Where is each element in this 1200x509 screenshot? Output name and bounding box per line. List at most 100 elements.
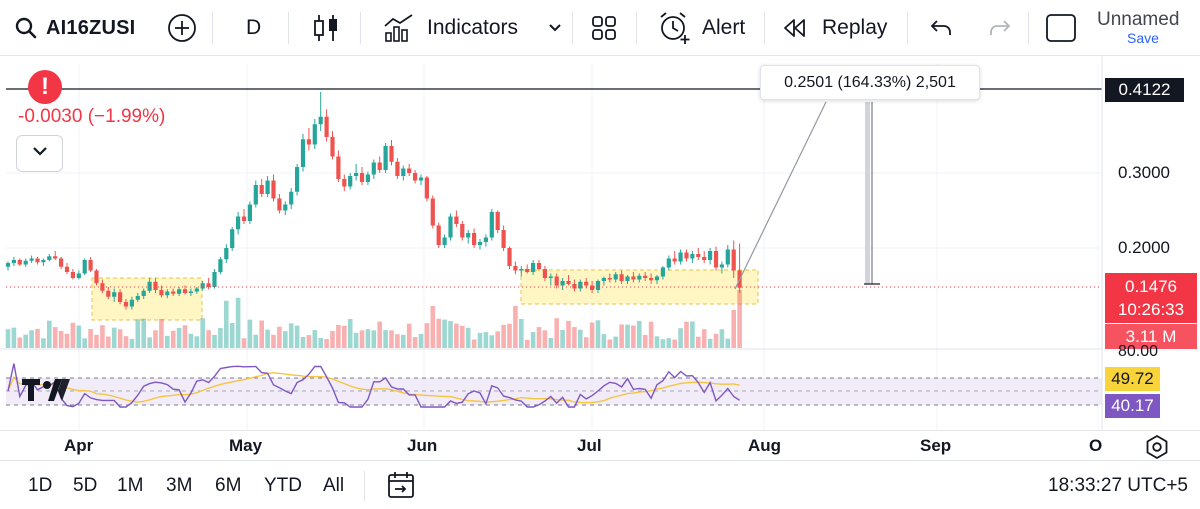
indicators-label: Indicators bbox=[427, 16, 519, 39]
candle-body bbox=[312, 124, 317, 145]
volume-bar bbox=[100, 325, 105, 348]
candle-body bbox=[619, 274, 624, 281]
rsi-upper-tick: 80.00 bbox=[1118, 343, 1159, 360]
volume-bar bbox=[442, 319, 447, 348]
templates-button[interactable] bbox=[590, 0, 618, 56]
indicators-icon bbox=[383, 13, 415, 43]
go-to-date-button[interactable] bbox=[385, 469, 417, 506]
candle bbox=[660, 266, 665, 280]
chart-pane[interactable] bbox=[0, 56, 1200, 430]
candle-body bbox=[295, 167, 300, 192]
undo-button[interactable] bbox=[929, 0, 955, 56]
candle-body bbox=[354, 173, 359, 176]
range-ytd-button[interactable]: YTD bbox=[264, 475, 302, 496]
candle-body bbox=[300, 139, 306, 167]
candle bbox=[29, 255, 34, 263]
volume-bar bbox=[64, 333, 70, 348]
candle-body bbox=[70, 272, 75, 278]
price-tick: 0.3000 bbox=[1118, 163, 1170, 182]
volume-bar bbox=[218, 327, 223, 348]
range-5d-button[interactable]: 5D bbox=[73, 475, 98, 496]
candle bbox=[601, 276, 606, 286]
candle bbox=[684, 249, 689, 262]
indicators-button[interactable]: Indicators bbox=[383, 0, 518, 56]
interval-button[interactable]: D bbox=[246, 0, 261, 56]
layout-menu-button[interactable]: Unnamed Save bbox=[1097, 0, 1200, 56]
save-link[interactable]: Save bbox=[1127, 30, 1159, 46]
volume-bar bbox=[530, 332, 536, 348]
volume-bar bbox=[29, 330, 34, 348]
candle-body bbox=[289, 191, 294, 205]
volume-bar bbox=[625, 324, 630, 348]
candle-body bbox=[348, 176, 353, 187]
horizontal-line-price-tag[interactable]: 0.4122 bbox=[1105, 78, 1184, 102]
volume-bar bbox=[666, 338, 672, 348]
candle bbox=[649, 273, 654, 284]
alert-button[interactable]: Alert bbox=[658, 0, 745, 56]
volume-bar bbox=[536, 327, 542, 348]
candle bbox=[118, 289, 123, 305]
candle bbox=[106, 287, 111, 299]
volume-bar bbox=[465, 327, 471, 348]
symbol-search-button[interactable]: AI16ZUSI bbox=[14, 0, 135, 56]
time-axis[interactable]: Apr May Jun Jul Aug Sep O bbox=[0, 430, 1200, 460]
volume-bar bbox=[719, 329, 725, 348]
legend-collapse-button[interactable] bbox=[16, 135, 63, 172]
candle-body bbox=[47, 256, 52, 260]
volume-bar bbox=[660, 339, 666, 348]
range-6m-button[interactable]: 6M bbox=[215, 475, 242, 496]
fullscreen-button[interactable] bbox=[1045, 0, 1077, 56]
error-alert-badge[interactable]: ! bbox=[28, 70, 62, 104]
current-price-value: 0.1476 bbox=[1125, 277, 1177, 296]
range-highlight-box[interactable] bbox=[91, 277, 203, 321]
redo-button[interactable] bbox=[986, 0, 1012, 56]
candle-body bbox=[5, 263, 11, 267]
month-label: Jun bbox=[407, 436, 438, 455]
volume-bar bbox=[495, 331, 500, 348]
candle-body bbox=[129, 299, 134, 307]
candle bbox=[206, 278, 211, 290]
volume-bar bbox=[460, 325, 465, 348]
settings-gear-icon[interactable] bbox=[1144, 434, 1170, 460]
chevron-down-icon bbox=[30, 144, 50, 163]
replay-label: Replay bbox=[822, 16, 888, 39]
price-change-text: -0.0030 (−1.99%) bbox=[18, 106, 166, 127]
volume-bar bbox=[5, 329, 11, 348]
compare-symbol-button[interactable] bbox=[166, 0, 198, 56]
volume-bar bbox=[212, 334, 217, 348]
range-all-button[interactable]: All bbox=[323, 475, 345, 496]
range-1d-button[interactable]: 1D bbox=[28, 475, 53, 496]
candle bbox=[572, 279, 577, 292]
candle bbox=[218, 257, 223, 275]
candle-body bbox=[236, 216, 241, 230]
candle bbox=[389, 140, 394, 166]
volume-bar bbox=[300, 337, 306, 348]
candle bbox=[708, 248, 713, 265]
volume-bar bbox=[430, 306, 436, 348]
candle bbox=[259, 179, 264, 197]
volume-bar bbox=[318, 338, 323, 348]
chart-type-button[interactable] bbox=[312, 0, 340, 56]
candle-body bbox=[259, 185, 264, 194]
volume-bar bbox=[359, 330, 365, 348]
volume-bar bbox=[448, 321, 453, 348]
candle-body bbox=[318, 116, 323, 125]
candle bbox=[236, 212, 241, 235]
range-1m-button[interactable]: 1M bbox=[117, 475, 144, 496]
utc-clock[interactable]: 18:33:27 UTC+5 bbox=[1048, 475, 1188, 496]
volume-bar bbox=[572, 327, 577, 348]
candle-body bbox=[513, 266, 518, 271]
tradingview-logo[interactable] bbox=[22, 377, 72, 408]
candle-body bbox=[666, 258, 671, 268]
volume-bar bbox=[165, 335, 170, 348]
candle-body bbox=[483, 237, 488, 242]
price-chart[interactable] bbox=[0, 56, 1200, 430]
candle-body bbox=[277, 198, 282, 211]
range-3m-button[interactable]: 3M bbox=[166, 475, 193, 496]
replay-button[interactable]: Replay bbox=[782, 0, 887, 56]
volume-bar bbox=[395, 334, 400, 348]
indicators-dropdown-button[interactable] bbox=[546, 0, 564, 56]
volume-bar bbox=[58, 330, 64, 348]
volume-bar bbox=[583, 337, 589, 348]
trend-line[interactable] bbox=[734, 101, 827, 290]
